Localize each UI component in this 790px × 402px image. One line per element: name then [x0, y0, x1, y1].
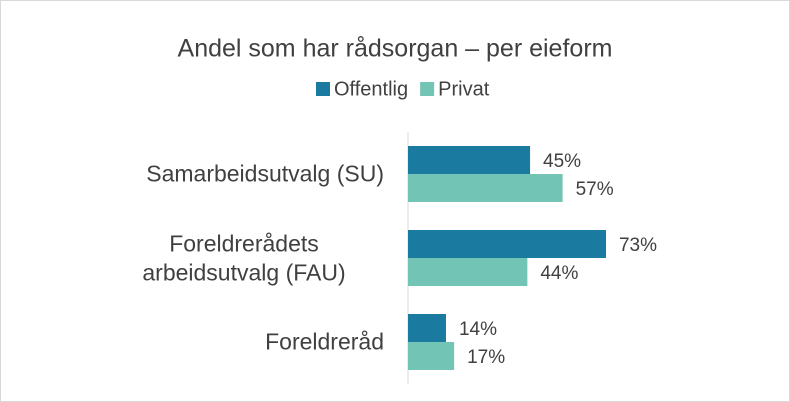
chart-title: Andel som har rådsorgan – per eieform	[178, 35, 613, 63]
data-label: 45%	[543, 151, 581, 172]
data-label: 57%	[576, 179, 614, 200]
bar	[408, 258, 528, 286]
bar	[408, 230, 607, 258]
data-label: 44%	[540, 263, 578, 284]
legend-label: Privat	[438, 78, 490, 100]
category-label-box: Foreldreråd	[84, 328, 384, 357]
legend-swatch	[420, 82, 435, 96]
legend-label: Offentlig	[334, 78, 408, 100]
bar	[408, 314, 446, 342]
bar	[408, 174, 563, 202]
category-label: Foreldrerådets arbeidsutvalg (FAU)	[142, 230, 346, 285]
legend-swatch	[316, 82, 330, 96]
category-label-box: Foreldrerådets arbeidsutvalg (FAU)	[84, 229, 384, 287]
bar	[408, 342, 455, 370]
data-label: 14%	[459, 319, 497, 340]
category-label: Foreldreråd	[265, 328, 384, 355]
data-label: 73%	[619, 235, 657, 256]
data-label: 17%	[467, 347, 505, 368]
category-label-box: Samarbeidsutvalg (SU)	[84, 160, 384, 189]
bar	[408, 146, 531, 174]
category-label: Samarbeidsutvalg (SU)	[146, 160, 384, 187]
